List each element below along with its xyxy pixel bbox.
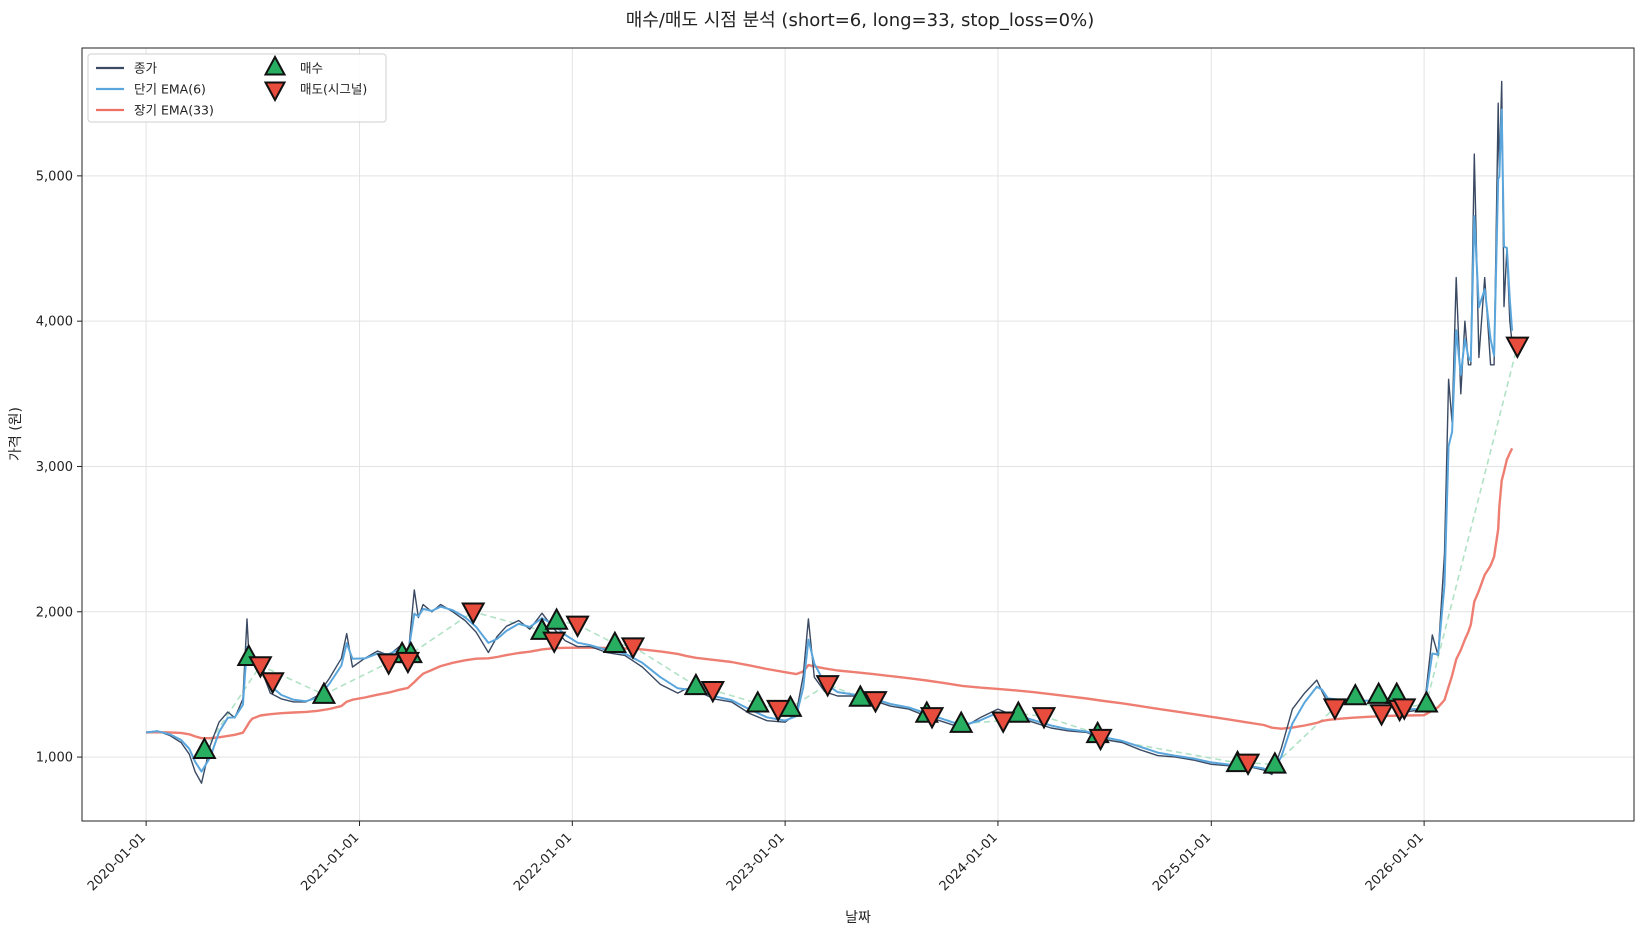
- sell-marker: [1505, 336, 1530, 359]
- buy-marker: [544, 607, 569, 630]
- x-axis-title: 날짜: [845, 910, 871, 926]
- buy-marker: [1414, 690, 1439, 713]
- y-tick-label: 3,000: [36, 460, 73, 475]
- buy-marker: [745, 690, 770, 713]
- sell-marker: [700, 680, 725, 704]
- y-tick-label: 4,000: [36, 315, 73, 330]
- sell-marker: [1088, 728, 1113, 752]
- y-axis-title: 가격 (원): [8, 407, 24, 461]
- plot-area: [145, 80, 1530, 784]
- buy-marker: [1262, 751, 1287, 774]
- buy-marker: [683, 672, 709, 696]
- sell-marker: [376, 653, 401, 676]
- sell-marker: [919, 707, 945, 730]
- legend-label: 종가: [134, 61, 158, 76]
- sell-marker: [461, 602, 486, 625]
- y-tick-label: 2,000: [36, 605, 73, 620]
- sell-marker: [1392, 698, 1417, 721]
- grid: [82, 48, 1634, 821]
- sell-marker: [542, 631, 567, 654]
- sell-marker: [815, 675, 840, 698]
- legend-sell-marker: [263, 81, 287, 103]
- sell-marker: [248, 656, 273, 679]
- buy-marker: [1366, 681, 1391, 704]
- legend-label: 단기 EMA(6): [134, 82, 206, 97]
- y-tick-label: 1,000: [36, 751, 73, 766]
- buy-marker: [311, 681, 337, 704]
- sell-marker: [260, 672, 285, 695]
- buy-marker: [949, 710, 974, 733]
- legend-buy-marker: [263, 54, 287, 76]
- legend-box: [87, 53, 387, 123]
- chart-title: 매수/매도 시점 분석 (short=6, long=33, stop_loss…: [626, 10, 1095, 31]
- legend-label: 매수: [300, 61, 323, 76]
- sell-marker: [565, 615, 590, 638]
- sell-marker: [620, 637, 646, 660]
- legend-label: 매도(시그널): [300, 82, 367, 97]
- sell-marker: [1322, 698, 1348, 721]
- y-tick-label: 5,000: [36, 169, 73, 184]
- legend-label: 장기 EMA(33): [134, 103, 214, 118]
- sell-marker: [765, 699, 791, 723]
- plot-frame: [81, 47, 1635, 822]
- buy-marker: [848, 684, 873, 707]
- sell-marker: [1235, 753, 1261, 776]
- buy-marker: [1343, 682, 1368, 706]
- buy-marker: [192, 736, 217, 760]
- sell-marker: [1031, 707, 1057, 730]
- sell-marker: [991, 711, 1016, 734]
- sell-marker: [395, 651, 421, 675]
- sell-marker: [863, 691, 888, 714]
- buy-marker: [602, 630, 628, 653]
- sell-marker: [1369, 704, 1394, 727]
